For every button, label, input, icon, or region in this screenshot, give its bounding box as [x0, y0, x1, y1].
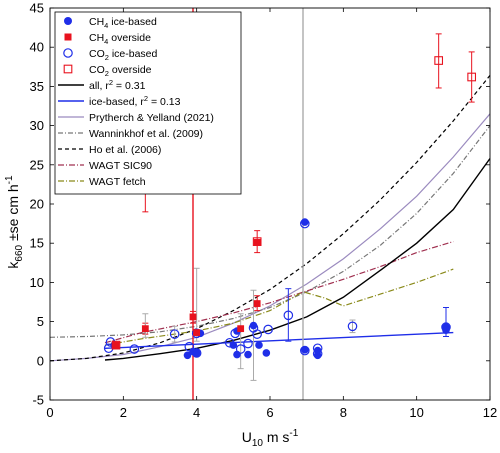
- legend-label-ho: Ho et al. (2006): [89, 144, 161, 156]
- x-tick-label: 2: [120, 405, 127, 420]
- y-tick-label: 40: [30, 40, 44, 55]
- point-ch4-ice-based: [442, 326, 450, 335]
- point-ch4-ice-based: [244, 350, 252, 359]
- point-co2-ice-based: [169, 329, 180, 339]
- point-co2-overside: [467, 72, 477, 82]
- x-tick-label: 8: [340, 405, 347, 420]
- x-tick-label: 4: [193, 405, 200, 420]
- legend-label-fit_ice: ice-based, r2 = 0.13: [89, 94, 181, 108]
- legend-box: [54, 11, 242, 195]
- point-co2-ice-based: [235, 344, 246, 354]
- point-ch4-ice-based: [229, 341, 238, 349]
- point-ch4-ice-based: [301, 218, 309, 226]
- plot-points: [103, 56, 477, 360]
- line-fit_ice: [104, 331, 454, 349]
- legend-marker-co2-ice-based: [63, 48, 73, 58]
- y-axis-label: k660 ±se cm h-1: [4, 175, 25, 269]
- line-wagt_fetch: [104, 268, 454, 346]
- legend-label-wanninkhof: Wanninkhof et al. (2009): [89, 128, 203, 140]
- x-axis-label: U10 m s-1: [242, 428, 299, 449]
- legend-label-wagt_fetch: WAGT fetch: [89, 176, 146, 188]
- y-tick-label: 45: [30, 1, 44, 16]
- legend-label-co2_ice: CO2 ice-based: [89, 48, 158, 62]
- y-tick-label: 30: [30, 118, 44, 133]
- y-tick-label: 20: [30, 197, 44, 212]
- legend-label-co2_over: CO2 overside: [89, 64, 152, 78]
- point-ch4-overside: [237, 325, 245, 333]
- point-co2-overside: [252, 237, 262, 246]
- x-tick-label: 6: [266, 405, 273, 420]
- point-ch4-overside: [112, 341, 120, 349]
- point-ch4-ice-based: [249, 321, 258, 330]
- y-tick-label: 25: [30, 157, 44, 172]
- legend-label-prytherch: Prytherch & Yelland (2021): [89, 112, 214, 124]
- legend-marker-ch4-ice-based: [64, 17, 72, 25]
- point-ch4-ice-based: [255, 341, 263, 349]
- point-ch4-overside: [189, 313, 197, 321]
- legend-label-ch4_over: CH4 overside: [89, 32, 151, 46]
- x-tick-label: 12: [483, 405, 497, 420]
- point-ch4-ice-based: [313, 346, 322, 355]
- y-tick-label: 15: [30, 236, 44, 251]
- point-co2-ice-based: [263, 324, 273, 335]
- x-tick-label: 10: [409, 405, 423, 420]
- legend-label-wagt_sic90: WAGT SIC90: [89, 160, 152, 172]
- legend: CH4 ice-based CH4 overside CO2 ice-based CO…: [54, 11, 242, 195]
- point-co2-ice-based: [129, 344, 140, 354]
- point-ch4-ice-based: [262, 349, 271, 357]
- point-ch4-overside: [141, 325, 149, 333]
- y-tick-label: 0: [37, 353, 44, 368]
- line-wanninkhof: [49, 125, 491, 338]
- y-tick-label: 5: [37, 314, 44, 329]
- point-co2-ice-based: [283, 310, 294, 321]
- legend-label-fit_all: all, r2 = 0.31: [89, 78, 146, 92]
- point-ch4-overside: [193, 329, 201, 336]
- y-tick-label: 35: [30, 79, 44, 94]
- point-co2-ice-based: [252, 329, 262, 339]
- axes: [49, 7, 491, 401]
- point-ch4-ice-based: [233, 350, 241, 359]
- y-tick-label: -5: [32, 393, 44, 408]
- line-ho: [49, 75, 491, 362]
- legend-marker-ch4-overside: [64, 33, 72, 41]
- y-tick-label: 10: [30, 275, 44, 290]
- point-co2-overside: [434, 56, 444, 65]
- legend-label-ch4_ice: CH4 ice-based: [89, 16, 157, 30]
- point-ch4-overside: [253, 300, 261, 307]
- x-tick-label: 0: [46, 405, 53, 420]
- point-ch4-overside: [253, 239, 261, 246]
- point-ch4-ice-based: [183, 351, 192, 360]
- point-co2-overside: [111, 340, 121, 350]
- legend-marker-co2-overside: [63, 64, 73, 74]
- point-co2-ice-based: [243, 338, 253, 349]
- line-prytherch: [49, 113, 491, 362]
- point-co2-ice-based: [347, 321, 358, 332]
- point-ch4-ice-based: [301, 346, 309, 354]
- point-ch4-ice-based: [192, 349, 201, 357]
